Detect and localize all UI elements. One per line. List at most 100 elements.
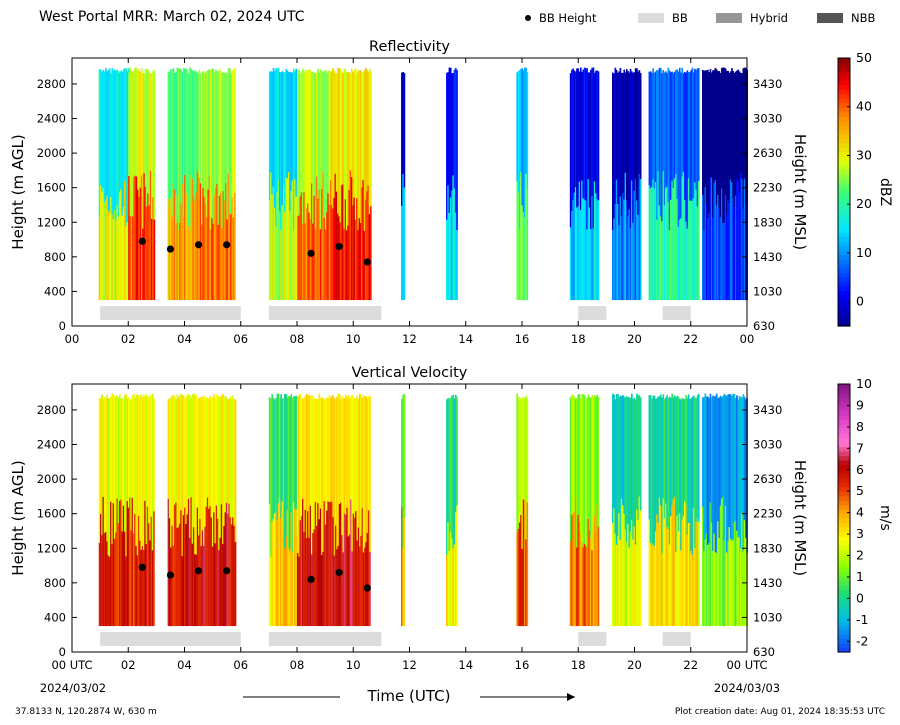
y-tick-label: 1600 (37, 181, 66, 195)
x-tick-label: 00 UTC (51, 658, 92, 672)
bb-height-point (307, 575, 315, 583)
colorbar-tick-label: 6 (856, 462, 864, 477)
bb-height-point (166, 571, 175, 579)
bb-period-bar (578, 632, 607, 646)
echo-period (612, 393, 642, 627)
legend-label: Hybrid (750, 11, 788, 25)
y-tick-label: 400 (44, 610, 66, 624)
colorbar-tick-label: 30 (856, 147, 872, 162)
colorbar-label: m/s (877, 505, 893, 531)
x-tick-label: 06 (233, 332, 248, 346)
y-axis-label-left: Height (m AGL) (9, 460, 27, 575)
x-tick-label: 12 (402, 332, 417, 346)
echo-period (268, 393, 299, 627)
y-right-tick-label: 2230 (753, 507, 782, 521)
x-tick-label: 16 (515, 658, 530, 672)
bb-height-point (363, 584, 371, 592)
x-tick-label: 14 (458, 332, 473, 346)
bb-period-bar (268, 306, 382, 320)
bb-period-bar (662, 306, 691, 320)
x-tick-label: 00 (65, 332, 80, 346)
bb-height-point (194, 241, 203, 249)
colorbar-tick-label: 0 (856, 590, 864, 605)
y-tick-label: 800 (44, 250, 66, 264)
x-tick-label: 16 (515, 332, 530, 346)
legend-label: BB Height (539, 11, 597, 25)
y-tick-label: 2800 (37, 403, 66, 417)
x-tick-label: 20 (627, 332, 642, 346)
bb-height-point (363, 258, 371, 266)
x-tick-label: 08 (290, 658, 305, 672)
x-tick-label: 04 (177, 658, 192, 672)
colorbar-tick-label: 10 (856, 376, 872, 391)
bb-period-bar (100, 306, 241, 320)
echo-period (297, 68, 332, 301)
colorbar-tick-label: 3 (856, 526, 864, 541)
echo-period (648, 393, 700, 627)
echo-period (98, 67, 130, 301)
colorbar-label: dBZ (877, 178, 893, 206)
y-right-tick-label: 3030 (753, 112, 782, 126)
bb-period-bar (662, 632, 691, 646)
echo-period (401, 394, 406, 627)
colorbar-tick-label: 8 (856, 419, 864, 434)
y-tick-label: 2000 (37, 146, 66, 160)
bb-height-point (194, 567, 203, 575)
bb-height-point (138, 563, 146, 571)
y-right-tick-label: 2630 (753, 472, 782, 486)
x-tick-label: 08 (290, 332, 305, 346)
echo-period (446, 394, 458, 627)
y-right-tick-label: 1030 (753, 610, 782, 624)
legend-label: BB (672, 11, 688, 25)
colorbar-tick-label: 4 (856, 505, 864, 520)
colorbar-frame (837, 383, 851, 653)
y-right-tick-label: 1430 (753, 576, 782, 590)
panel-title: Vertical Velocity (352, 365, 468, 381)
y-tick-label: 2000 (37, 472, 66, 486)
y-tick-label: 1600 (37, 507, 66, 521)
x-tick-label: 00 UTC (726, 658, 767, 672)
colorbar-tick-label: 10 (856, 245, 872, 260)
location-text: 37.8133 N, 120.2874 W, 630 m (15, 707, 157, 717)
y-tick-label: 0 (59, 645, 66, 659)
bb-period-bar (100, 632, 241, 646)
y-right-tick-label: 1830 (753, 215, 782, 229)
x-tick-label: 18 (571, 658, 586, 672)
colorbar-tick-label: 9 (856, 397, 864, 412)
echo-period (268, 67, 299, 301)
y-axis-label-right: Height (m MSL) (791, 460, 809, 576)
echo-period (167, 393, 237, 627)
bb-height-point (307, 249, 315, 257)
colorbar-tick-label: 1 (856, 569, 864, 584)
echo-period (516, 67, 529, 301)
y-right-tick-label: 3430 (753, 77, 782, 91)
legend-nbb: NBB (817, 11, 875, 25)
y-right-tick-label: 3030 (753, 438, 782, 452)
bb-height-point (223, 567, 231, 575)
colorbar-tick-label: 5 (856, 483, 864, 498)
arrowhead-icon (567, 693, 575, 701)
y-right-tick-label: 630 (753, 645, 775, 659)
x-tick-label: 12 (402, 658, 417, 672)
y-right-tick-label: 3430 (753, 403, 782, 417)
x-tick-label: 18 (571, 332, 586, 346)
creation-date-text: Plot creation date: Aug 01, 2024 18:35:5… (675, 707, 885, 717)
echo-period (128, 67, 156, 301)
legend-bb: BB (638, 11, 688, 25)
echo-period (167, 67, 200, 301)
nbb-swatch-icon (817, 13, 843, 23)
hybrid-swatch-icon (716, 13, 742, 23)
echo-period (516, 393, 529, 627)
x-tick-label: 06 (233, 658, 248, 672)
y-tick-label: 400 (44, 284, 66, 298)
x-tick-label: 04 (177, 332, 192, 346)
y-axis-label-right: Height (m MSL) (791, 134, 809, 250)
x-tick-label: 02 (121, 332, 136, 346)
bb-height-dot-icon (525, 15, 531, 21)
y-right-tick-label: 2230 (753, 181, 782, 195)
bb-height-point (223, 241, 231, 249)
page-title: West Portal MRR: March 02, 2024 UTC (39, 9, 305, 25)
